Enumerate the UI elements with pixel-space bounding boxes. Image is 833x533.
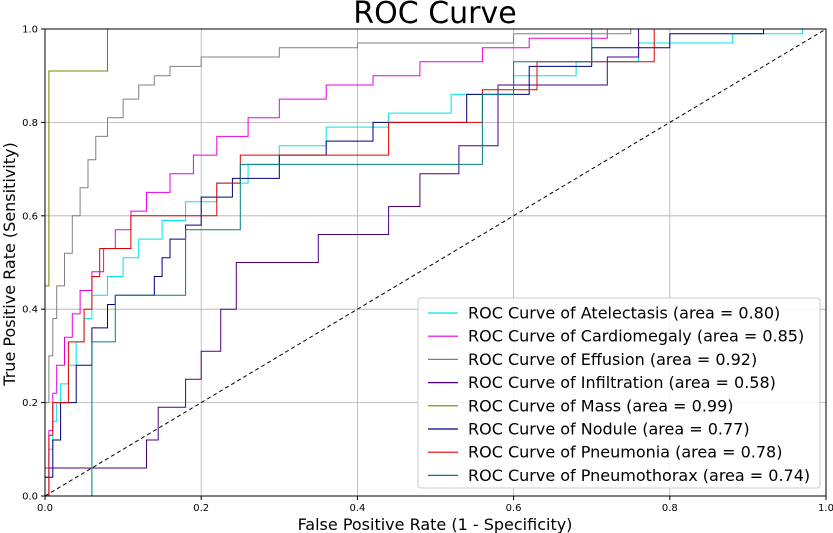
x-tick-label: 1.0 (818, 503, 833, 514)
y-tick-label: 0.2 (22, 398, 38, 409)
x-tick-label: 0.8 (662, 503, 678, 514)
y-axis-label: True Positive Rate (Sensitivity) (0, 142, 19, 386)
roc-series-line-2 (44, 28, 826, 496)
y-tick-label: 0.4 (22, 305, 38, 316)
legend-entry-2: ROC Curve of Effusion (area = 0.92) (468, 350, 757, 369)
x-tick-label: 0.0 (37, 503, 53, 514)
y-tick-label: 1.0 (22, 25, 38, 36)
roc-series-line-0 (44, 28, 826, 496)
legend-entry-0: ROC Curve of Atelectasis (area = 0.80) (468, 304, 780, 323)
legend-entry-4: ROC Curve of Mass (area = 0.99) (468, 396, 734, 415)
x-axis-label: False Positive Rate (1 - Specificity) (298, 515, 573, 533)
x-tick-label: 0.4 (349, 503, 365, 514)
legend-entry-6: ROC Curve of Pneumonia (area = 0.78) (468, 443, 782, 462)
axes: 0.0 0.2 0.4 0.6 0.8 1.0 0.0 0.2 0.4 0.6 0.8 1.0 (22, 25, 833, 515)
x-tick-label: 0.6 (506, 503, 522, 514)
roc-series-line-1 (44, 28, 826, 496)
roc-series-line-7 (45, 28, 826, 497)
legend-entry-3: ROC Curve of Infiltration (area = 0.58) (468, 373, 776, 392)
legend-box (417, 297, 821, 489)
chance-diagonal-line (44, 28, 827, 497)
plot-frame (44, 28, 827, 497)
roc-series-line-3 (45, 28, 826, 497)
legend: ROC Curve of Atelectasis (area = 0.80) RO… (417, 297, 821, 489)
x-tick-label: 0.2 (193, 503, 209, 514)
legend-entry-1: ROC Curve of Cardiomegaly (area = 0.85) (468, 327, 804, 346)
legend-entry-7: ROC Curve of Pneumothorax (area = 0.74) (468, 466, 810, 485)
legend-entry-5: ROC Curve of Nodule (area = 0.77) (468, 420, 750, 439)
y-tick-label: 0.8 (22, 118, 38, 129)
y-tick-label: 0.0 (22, 492, 38, 503)
roc-series-line-5 (44, 28, 826, 496)
roc-series-line-6 (45, 28, 826, 497)
y-tick-label: 0.6 (22, 211, 38, 222)
chart-title: ROC Curve (353, 0, 516, 31)
